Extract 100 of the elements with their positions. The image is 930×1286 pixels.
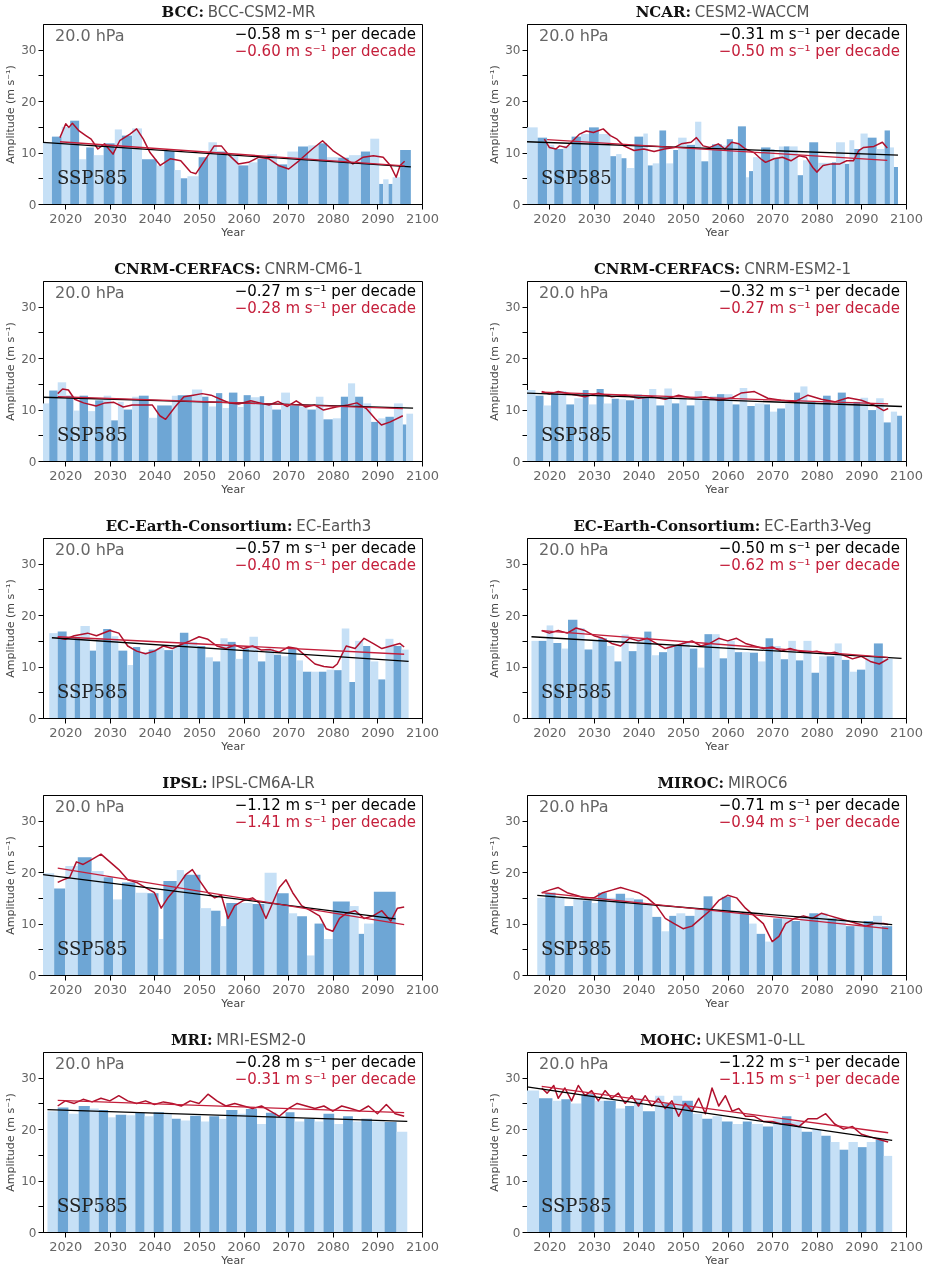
chart-subtitle: MRI-ESM2-0 [216,1031,307,1049]
text: −0.40 m s⁻¹ per decade [234,556,416,574]
x-tick-label: 2040 [138,724,172,740]
text: −0.28 m s⁻¹ per decade [234,1053,416,1071]
x-tick-label: 2090 [361,724,395,740]
x-tick-label: 2060 [711,724,745,740]
annotation: SSP585 [57,424,128,445]
x-tick-label: 2070 [756,467,790,483]
x-tick-label: 2070 [756,724,790,740]
y-axis-title: Amplitude (m s⁻¹) [487,579,501,678]
x-axis-title: Year [220,482,246,496]
annotation: SSP585 [57,1195,128,1216]
y-tick-label: 30 [505,814,521,829]
x-tick-label: 2100 [405,1238,440,1254]
text: −1.41 m s⁻¹ per decade [234,813,416,831]
x-tick-label: 2050 [667,1238,701,1254]
x-tick-label: 2100 [405,981,440,997]
y-tick-label: 20 [505,351,521,366]
x-tick-label: 2050 [183,981,217,997]
x-axis-title: Year [704,1253,730,1267]
text: −1.22 m s⁻¹ per decade [718,1053,900,1071]
text: −0.27 m s⁻¹ per decade [234,282,416,300]
text: −0.50 m s⁻¹ per decade [718,539,900,557]
y-tick-label: 10 [505,1174,521,1189]
x-tick-label: 2070 [272,210,306,226]
y-tick-label: 0 [512,1225,521,1240]
annotation: SSP585 [57,167,128,188]
annotation: SSP585 [541,681,612,702]
x-tick-label: 2100 [889,1238,924,1254]
chart-title: MOHC: [640,1031,702,1049]
y-axis-title: Amplitude (m s⁻¹) [3,579,17,678]
chart-title: EC-Earth-Consortium: [105,517,293,535]
x-tick-label: 2060 [227,1238,261,1254]
y-tick-label: 30 [21,814,37,829]
x-tick-label: 2040 [622,981,656,997]
chart-title: EC-Earth-Consortium: [573,517,761,535]
y-tick-label: 30 [21,300,37,315]
y-tick-label: 0 [28,711,37,726]
annotation: 20.0 hPa [539,797,609,816]
y-axis-title: Amplitude (m s⁻¹) [487,836,501,935]
y-tick-label: 30 [505,300,521,315]
y-axis-title: Amplitude (m s⁻¹) [3,65,17,164]
x-tick-label: 2050 [183,467,217,483]
x-tick-label: 2070 [272,981,306,997]
x-tick-label: 2060 [227,210,261,226]
x-tick-label: 2030 [93,210,127,226]
x-tick-label: 2090 [845,724,879,740]
x-tick-label: 2060 [711,210,745,226]
annotation: SSP585 [541,1195,612,1216]
x-axis-title: Year [704,482,730,496]
annotation: SSP585 [57,938,128,959]
x-tick-label: 2020 [533,467,567,483]
y-tick-label: 0 [28,968,37,983]
y-tick-label: 20 [21,94,37,109]
x-tick-label: 2060 [227,467,261,483]
x-tick-label: 2040 [622,467,656,483]
y-tick-label: 20 [505,94,521,109]
text: −0.32 m s⁻¹ per decade [718,282,900,300]
y-tick-label: 0 [512,197,521,212]
x-tick-label: 2100 [405,467,440,483]
x-tick-label: 2020 [49,724,83,740]
y-tick-label: 0 [28,454,37,469]
x-tick-label: 2080 [316,210,350,226]
x-tick-label: 2060 [227,981,261,997]
x-tick-label: 2030 [577,981,611,997]
x-tick-label: 2050 [183,1238,217,1254]
annotation: 20.0 hPa [539,540,609,559]
x-tick-label: 2090 [845,981,879,997]
x-tick-label: 2080 [800,1238,834,1254]
x-tick-label: 2050 [183,210,217,226]
x-tick-label: 2050 [667,981,701,997]
x-tick-label: 2040 [622,1238,656,1254]
text: −0.60 m s⁻¹ per decade [234,42,416,60]
x-tick-label: 2020 [533,1238,567,1254]
x-tick-label: 2020 [533,724,567,740]
y-axis-title: Amplitude (m s⁻¹) [3,322,17,421]
annotation: SSP585 [541,167,612,188]
x-tick-label: 2040 [622,210,656,226]
chart-title: NCAR: [635,3,691,21]
y-tick-label: 20 [21,351,37,366]
x-tick-label: 2040 [138,1238,172,1254]
y-axis-title: Amplitude (m s⁻¹) [487,322,501,421]
x-tick-label: 2070 [756,981,790,997]
chart-subtitle: IPSL-CM6A-LR [211,774,315,792]
y-tick-label: 20 [21,608,37,623]
text: −0.71 m s⁻¹ per decade [718,796,900,814]
chart-subtitle: CESM2-WACCM [694,3,810,21]
y-tick-label: 0 [512,968,521,983]
x-tick-label: 2080 [316,724,350,740]
y-tick-label: 10 [21,146,37,161]
annotation: SSP585 [541,424,612,445]
chart-title: MRI: [170,1031,213,1049]
y-tick-label: 10 [505,146,521,161]
text: −0.62 m s⁻¹ per decade [718,556,900,574]
annotation: SSP585 [541,938,612,959]
y-tick-label: 10 [21,1174,37,1189]
x-tick-label: 2080 [800,210,834,226]
y-tick-label: 30 [505,1071,521,1086]
x-axis-title: Year [704,996,730,1010]
x-tick-label: 2030 [577,1238,611,1254]
